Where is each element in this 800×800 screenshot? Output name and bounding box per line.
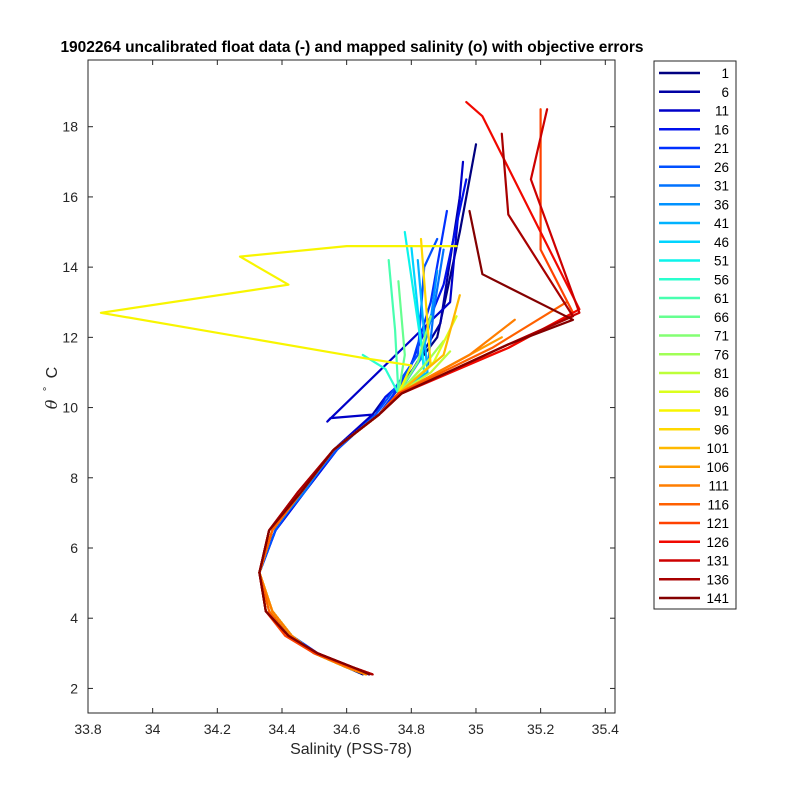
legend-label: 121 xyxy=(706,516,729,531)
legend-label: 1 xyxy=(721,66,729,81)
x-tick-label: 34.2 xyxy=(204,721,231,737)
y-tick-label: 14 xyxy=(62,259,78,275)
axes-frame xyxy=(87,59,616,714)
legend-label: 36 xyxy=(714,197,729,212)
legend-label: 141 xyxy=(706,591,729,606)
y-tick-label: 2 xyxy=(70,680,78,696)
legend-label: 16 xyxy=(714,122,729,137)
y-axis-unit: C xyxy=(44,367,61,379)
legend-label: 11 xyxy=(715,104,729,119)
y-axis-label: θ ° C xyxy=(38,367,61,410)
legend-label: 126 xyxy=(706,535,729,550)
x-tick-label: 35.4 xyxy=(592,721,619,737)
legend-label: 66 xyxy=(714,310,729,325)
legend-label: 86 xyxy=(714,385,729,400)
x-tick-label: 34.8 xyxy=(398,721,425,737)
legend-label: 71 xyxy=(714,329,729,344)
x-tick-label: 35.2 xyxy=(527,721,554,737)
chart-title: 1902264 uncalibrated float data (-) and … xyxy=(60,39,643,56)
y-tick-label: 8 xyxy=(70,470,78,486)
legend: 1611162126313641465156616671768186919610… xyxy=(653,60,737,610)
svg-text:θ ° C: θ ° C xyxy=(38,367,61,410)
legend-label: 111 xyxy=(708,479,729,494)
legend-label: 26 xyxy=(714,160,729,175)
y-tick-label: 18 xyxy=(62,119,78,135)
legend-label: 41 xyxy=(714,216,729,231)
y-tick-label: 4 xyxy=(70,610,78,626)
legend-label: 56 xyxy=(714,272,729,287)
legend-label: 46 xyxy=(714,235,729,250)
legend-label: 51 xyxy=(714,254,729,269)
plot-area: 33.8 34 34.2 34.4 34.6 34.8 35 35.2 35.4 2 4 6 8 10 12… xyxy=(62,59,619,737)
profile-lines xyxy=(99,100,581,676)
x-tick-label: 33.8 xyxy=(74,721,101,737)
legend-label: 91 xyxy=(714,404,729,419)
legend-label: 31 xyxy=(714,179,729,194)
x-tick-label: 34.6 xyxy=(333,721,360,737)
legend-label: 96 xyxy=(714,422,729,437)
y-axis-symbol: θ xyxy=(42,399,61,409)
degree-sign: ° xyxy=(42,387,54,391)
legend-label: 101 xyxy=(706,441,729,456)
legend-label: 21 xyxy=(714,141,729,156)
legend-label: 116 xyxy=(707,497,729,512)
profile-line-141 xyxy=(258,209,575,676)
legend-label: 81 xyxy=(714,366,729,381)
x-tick-label: 34.4 xyxy=(268,721,295,737)
axis-ticks: 33.8 34 34.2 34.4 34.6 34.8 35 35.2 35.4 2 4 6 8 10 12… xyxy=(62,60,619,737)
legend-label: 76 xyxy=(714,347,729,362)
legend-label: 61 xyxy=(714,291,729,306)
x-tick-label: 34 xyxy=(145,721,161,737)
x-tick-label: 35 xyxy=(468,721,484,737)
y-tick-label: 16 xyxy=(62,189,78,205)
legend-label: 106 xyxy=(706,460,729,475)
legend-label: 131 xyxy=(706,554,729,569)
y-tick-label: 10 xyxy=(62,400,78,416)
legend-label: 136 xyxy=(706,572,729,587)
y-tick-label: 12 xyxy=(62,329,78,345)
legend-label: 6 xyxy=(721,85,729,100)
x-axis-label: Salinity (PSS-78) xyxy=(290,741,412,758)
y-tick-label: 6 xyxy=(70,540,78,556)
